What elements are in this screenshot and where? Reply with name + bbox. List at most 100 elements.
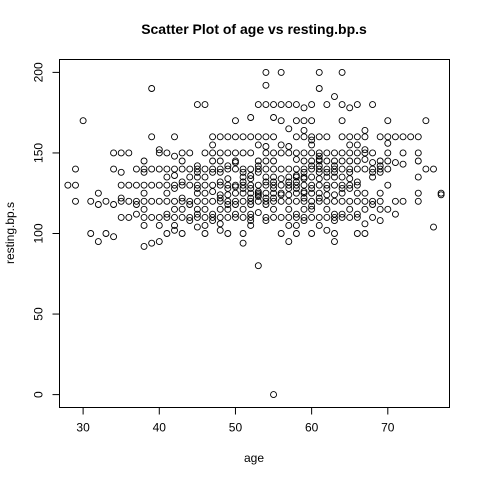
scatter-point [285,173,293,181]
scatter-point [178,157,186,165]
scatter-point [346,157,354,165]
scatter-point [292,117,300,125]
scatter-point [285,213,293,221]
scatter-point [414,197,422,205]
scatter-point [132,210,140,218]
scatter-point [254,181,262,189]
scatter-point [277,230,285,237]
scatter-point [338,149,346,157]
scatter-point [140,157,148,165]
scatter-point [315,165,323,173]
scatter-point [72,165,79,173]
scatter-point [399,160,407,168]
scatter-point [117,149,125,157]
scatter-point [201,197,209,205]
scatter-point [140,168,148,176]
scatter-point [270,101,277,109]
scatter-point [384,157,392,165]
scatter-point [163,165,171,173]
scatter-point [338,213,346,221]
scatter-point [323,165,331,173]
scatter-point [224,175,232,183]
scatter-point [232,165,239,173]
scatter-point [376,197,384,205]
x-tick-label: 50 [229,421,243,435]
scatter-point [369,168,377,176]
scatter-point [300,173,308,181]
scatter-point [315,221,323,229]
scatter-point [232,149,239,157]
scatter-point [224,230,232,237]
scatter-point [239,189,247,197]
scatter-point [163,213,171,221]
scatter-point [216,149,224,157]
scatter-point [270,114,277,121]
scatter-point [178,230,186,237]
scatter-point [232,213,239,221]
scatter-point [186,213,194,221]
scatter-point [384,133,392,141]
scatter-point [353,101,361,109]
scatter-point [353,133,361,141]
scatter-point [414,149,422,157]
scatter-point [247,210,255,218]
scatter-point [262,101,270,109]
scatter-point [209,141,217,149]
scatter-point [353,149,361,157]
scatter-point [193,189,201,197]
scatter-point [308,133,316,141]
scatter-point [232,189,239,197]
scatter-point [391,159,399,167]
scatter-point [308,157,316,165]
scatter-point [132,201,140,208]
scatter-point [148,165,156,173]
y-tick-label: 50 [32,307,46,321]
scatter-point [353,178,361,186]
scatter-point [369,149,377,157]
scatter-point [384,205,392,213]
y-axis-label: resting.bp.s [3,202,17,264]
scatter-point [239,165,247,173]
scatter-point [361,155,369,163]
scatter-point [323,191,331,199]
scatter-point [300,157,308,165]
scatter-point [201,213,209,221]
scatter-point [140,197,148,205]
scatter-point [193,223,201,231]
scatter-point [331,173,338,181]
scatter-point [300,165,308,173]
scatter-point [125,197,133,205]
scatter-point [292,221,300,229]
scatter-point [254,133,262,141]
scatter-point [437,189,445,197]
scatter-point [209,165,217,173]
x-axis: 30 40 50 60 70 [76,407,395,435]
scatter-point [323,181,331,189]
scatter-point [262,81,270,89]
scatter-point [216,226,224,234]
scatter-point [125,181,133,189]
scatter-point [254,162,262,170]
scatter-point [331,191,338,199]
scatter-point [178,205,186,213]
scatter-point [186,217,194,225]
scatter-point [300,133,308,141]
scatter-point [353,141,361,149]
scatter-point [262,149,270,157]
scatter-point [163,181,171,189]
scatter-point [87,197,95,205]
scatter-point [277,165,285,173]
scatter-point [331,149,338,157]
scatter-point [369,197,377,205]
scatter-point [193,184,201,192]
scatter-point [254,165,262,173]
scatter-point [277,149,285,157]
scatter-point [315,197,323,205]
scatter-point [323,205,331,213]
scatter-point [285,221,293,229]
x-axis-label: age [244,451,264,465]
scatter-point [247,133,255,141]
scatter-point [209,168,217,176]
scatter-point [201,189,209,197]
scatter-point [285,149,293,157]
